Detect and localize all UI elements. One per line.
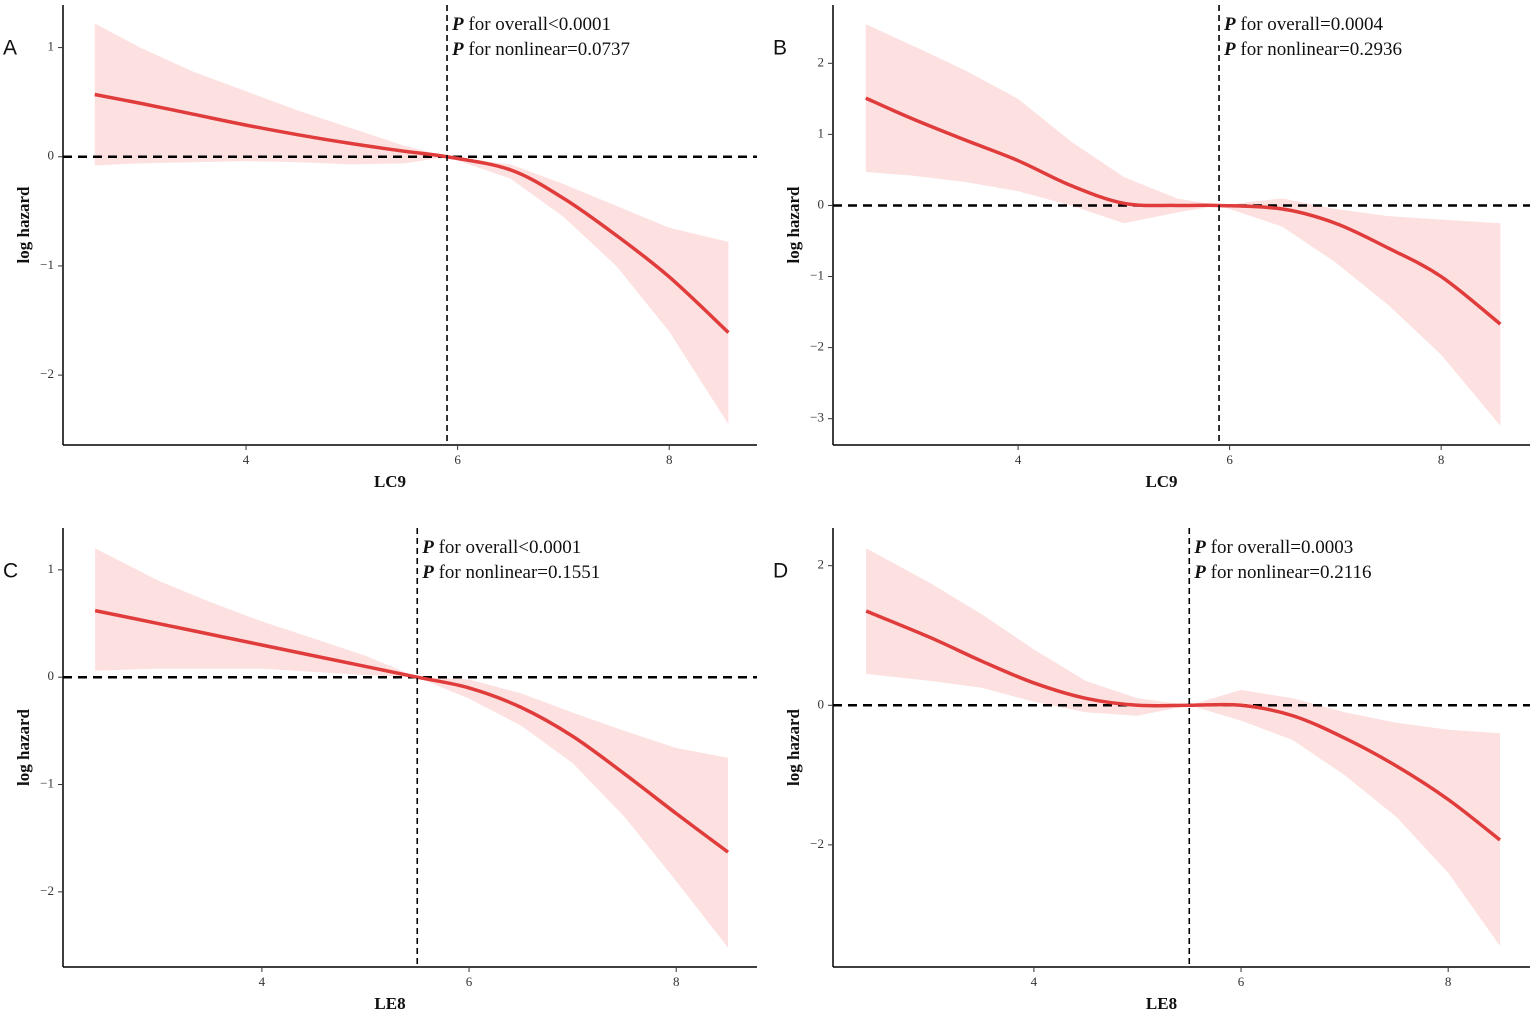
- x-tick-label: 6: [1238, 974, 1245, 989]
- confidence-band: [95, 548, 728, 948]
- panel-letter: A: [3, 37, 17, 60]
- x-tick-label: 4: [1015, 452, 1022, 467]
- y-axis-label: log hazard: [14, 708, 33, 786]
- y-tick-label: −1: [40, 257, 54, 272]
- y-axis-label: log hazard: [784, 186, 803, 264]
- annotation: P for nonlinear=0.2116: [1193, 562, 1371, 583]
- annotation-emphasis: P: [1223, 14, 1236, 35]
- y-tick-label: 1: [48, 39, 55, 54]
- annotation: P for nonlinear=0.2936: [1223, 39, 1402, 60]
- y-tick-label: −2: [40, 366, 54, 381]
- x-axis-label: LE8: [374, 994, 405, 1013]
- x-tick-label: 4: [1031, 974, 1038, 989]
- annotation-emphasis: P: [451, 14, 464, 35]
- y-tick-label: 0: [48, 668, 55, 683]
- annotation: P for overall=0.0003: [1193, 537, 1353, 558]
- annotation-text: for nonlinear=0.0737: [464, 39, 630, 60]
- annotation-emphasis: P: [451, 39, 464, 60]
- line: [94, 608, 730, 854]
- y-tick-label: 0: [818, 196, 825, 211]
- x-axis-label: LC9: [1145, 472, 1177, 491]
- x-tick-label: 6: [454, 452, 461, 467]
- line: [865, 609, 1502, 842]
- annotation-text: for overall=0.0003: [1206, 537, 1353, 558]
- y-tick-label: 1: [818, 125, 825, 140]
- y-tick-label: −2: [810, 836, 824, 851]
- annotation-emphasis: P: [421, 562, 434, 583]
- confidence-band: [866, 548, 1500, 947]
- y-tick-label: 2: [818, 54, 825, 69]
- x-tick-label: 8: [1438, 452, 1445, 467]
- x-tick-label: 4: [243, 452, 250, 467]
- y-tick-label: −2: [40, 883, 54, 898]
- x-tick-label: 4: [259, 974, 266, 989]
- y-axis-label: log hazard: [784, 708, 803, 786]
- y-tick-label: −1: [40, 776, 54, 791]
- y-tick-label: −2: [810, 339, 824, 354]
- y-tick-label: 0: [48, 148, 55, 163]
- annotation-text: for overall=0.0004: [1236, 14, 1384, 35]
- annotation-text: for overall<0.0001: [434, 537, 581, 558]
- annotation: P for overall=0.0004: [1223, 14, 1383, 35]
- y-tick-label: 2: [818, 557, 825, 572]
- annotation-text: for overall<0.0001: [464, 14, 611, 35]
- y-tick-label: 1: [48, 561, 55, 576]
- confidence-band: [865, 24, 1501, 426]
- x-tick-label: 8: [666, 452, 673, 467]
- annotation: P for nonlinear=0.1551: [421, 562, 600, 583]
- y-axis-label: log hazard: [14, 186, 33, 264]
- annotation-text: for nonlinear=0.1551: [434, 562, 600, 583]
- panel-letter: D: [773, 560, 788, 583]
- annotation-emphasis: P: [421, 537, 434, 558]
- panel-letter: C: [3, 560, 18, 583]
- annotation-text: for nonlinear=0.2116: [1206, 562, 1372, 583]
- annotation: P for overall<0.0001: [451, 14, 611, 35]
- x-axis-label: LE8: [1146, 994, 1177, 1013]
- y-tick-label: −1: [810, 268, 824, 283]
- x-tick-label: 6: [466, 974, 473, 989]
- y-tick-label: 0: [818, 696, 825, 711]
- x-axis-label: LC9: [374, 472, 406, 491]
- y-tick-label: −3: [810, 410, 824, 425]
- panel-letter: B: [773, 37, 787, 60]
- annotation-emphasis: P: [1223, 39, 1236, 60]
- line: [94, 92, 730, 334]
- annotation: P for overall<0.0001: [421, 537, 581, 558]
- line: [865, 96, 1502, 326]
- confidence-band: [94, 23, 729, 425]
- annotation-text: for nonlinear=0.2936: [1236, 39, 1402, 60]
- annotation-emphasis: P: [1193, 537, 1206, 558]
- x-tick-label: 8: [1445, 974, 1452, 989]
- x-tick-label: 8: [673, 974, 680, 989]
- x-tick-label: 6: [1226, 452, 1233, 467]
- annotation: P for nonlinear=0.0737: [451, 39, 630, 60]
- annotation-emphasis: P: [1193, 562, 1206, 583]
